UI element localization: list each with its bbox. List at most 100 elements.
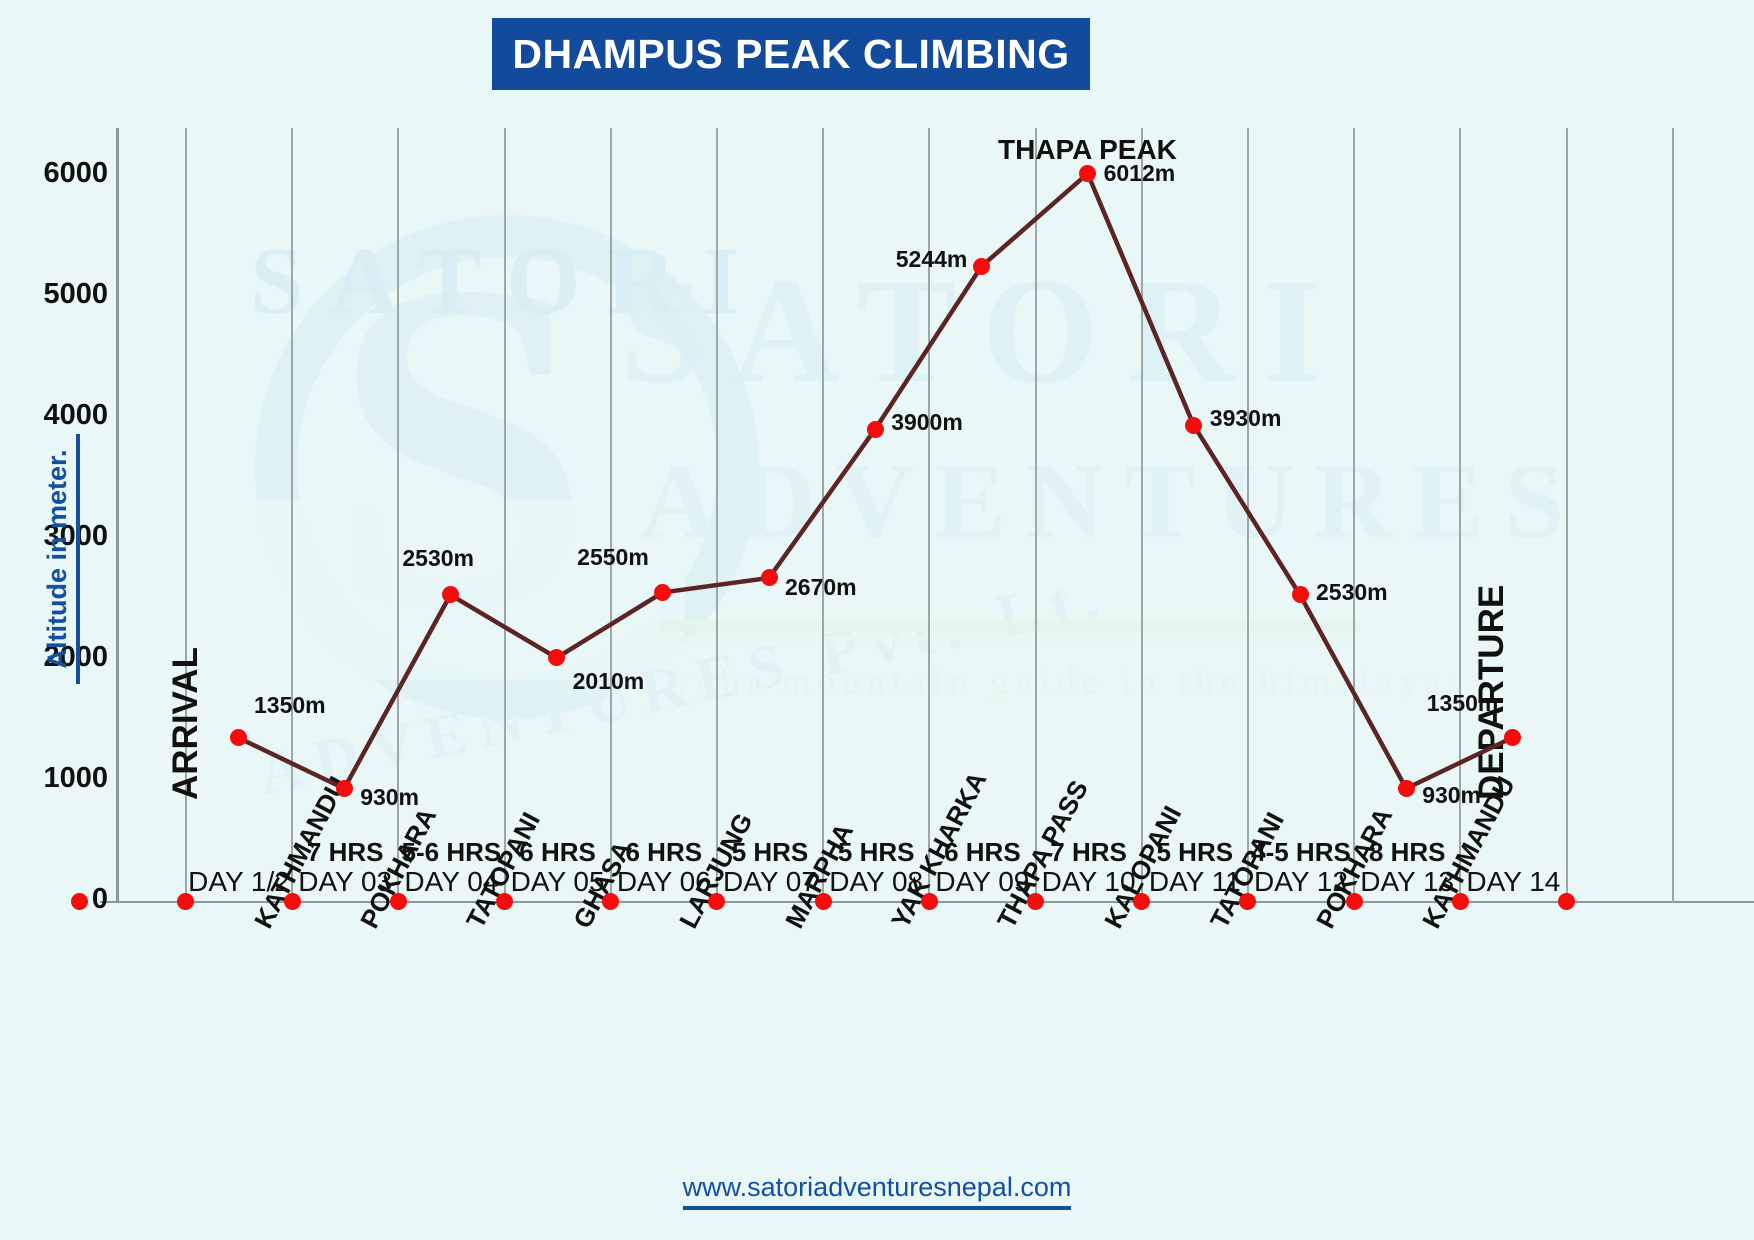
data-point-thapa-pass[interactable] xyxy=(972,257,990,275)
axis-marker-2 xyxy=(283,892,301,910)
day-hours-3: 5-6 HRS xyxy=(401,837,502,867)
day-name-3: DAY 04 xyxy=(404,866,499,898)
page-title: DHAMPUS PEAK CLIMBING xyxy=(512,30,1070,77)
gridline-14 xyxy=(1671,128,1674,903)
axis-marker-14 xyxy=(1558,892,1575,910)
day-hours-7: 5 HRS xyxy=(837,837,915,867)
day-cell-3: 5-6 HRS DAY 04 xyxy=(398,838,504,898)
data-point-pokhara[interactable] xyxy=(335,779,353,797)
day-cell-13: DAY 14 xyxy=(1460,838,1566,898)
day-cell-9: 7 HRS DAY 10 xyxy=(1036,838,1142,898)
axis-marker-5 xyxy=(602,892,620,910)
day-name-11: DAY 12 xyxy=(1254,866,1348,898)
data-label-kalopani: 3930m xyxy=(1209,405,1282,432)
y-axis-line xyxy=(116,128,119,903)
axis-marker-0 xyxy=(71,892,89,910)
data-label-kathmandu: 1350m xyxy=(254,691,326,718)
day-hours-11: 4-5 HRS xyxy=(1251,837,1351,867)
y-axis-tick-1000: 1000 xyxy=(43,762,108,794)
data-point-kathmandu[interactable] xyxy=(1503,729,1521,747)
day-name-1: DAY 1/2 xyxy=(188,866,290,898)
day-cell-2: 7 HRS DAY 03 xyxy=(292,838,398,898)
data-label-kathmandu: 1350m xyxy=(1426,689,1499,716)
day-hours-10: 5 HRS xyxy=(1156,837,1234,867)
axis-marker-13 xyxy=(1451,892,1469,910)
gridline-4 xyxy=(609,128,612,903)
gridline-3 xyxy=(503,128,506,903)
day-name-2: DAY 03 xyxy=(298,866,393,898)
gridline-7 xyxy=(928,128,931,903)
data-label-thapa-peak: 6012m xyxy=(1103,159,1176,186)
axis-marker-11 xyxy=(1239,892,1257,910)
data-point-kalopani[interactable] xyxy=(1185,416,1203,434)
footer: www.satoriadventuresnepal.com xyxy=(0,1172,1754,1210)
day-hours-8: 6 HRS xyxy=(944,837,1021,867)
gridline-6 xyxy=(822,128,825,903)
gridline-2 xyxy=(397,128,400,903)
y-axis-tick-3000: 3000 xyxy=(43,520,108,552)
day-name-6: DAY 07 xyxy=(723,866,817,898)
axis-marker-1 xyxy=(177,892,195,910)
data-point-kathmandu[interactable] xyxy=(229,729,247,747)
y-axis-tick-0: 0 xyxy=(91,883,108,915)
axis-marker-12 xyxy=(1345,892,1363,910)
chart-title-banner: DHAMPUS PEAK CLIMBING xyxy=(492,18,1090,90)
day-name-9: DAY 10 xyxy=(1041,866,1136,898)
day-hours-9: 7 HRS xyxy=(1050,837,1127,867)
axis-marker-9 xyxy=(1027,892,1044,910)
day-hours-4: 6 HRS xyxy=(519,837,596,867)
y-axis-tick-6000: 6000 xyxy=(43,157,108,189)
day-hours-5: 6 HRS xyxy=(625,837,703,867)
axis-marker-7 xyxy=(814,892,832,910)
day-cell-7: 5 HRS DAY 08 xyxy=(823,838,929,898)
thapa-peak-annotation: THAPA PEAK xyxy=(998,134,1177,165)
day-cell-11: 4-5 HRS DAY 12 xyxy=(1248,838,1354,898)
day-cell-10: 5 HRS DAY 11 xyxy=(1142,838,1248,898)
axis-marker-3 xyxy=(389,892,407,910)
data-point-tatopani[interactable] xyxy=(1291,586,1309,604)
day-name-12: DAY 13 xyxy=(1360,866,1455,898)
y-axis-tick-4000: 4000 xyxy=(43,399,108,431)
day-cell-12: 8 HRS DAY 13 xyxy=(1354,838,1460,898)
day-cell-5: 6 HRS DAY 06 xyxy=(611,838,717,898)
data-label-tatopani: 2530m xyxy=(1316,578,1388,605)
data-label-marpha: 2670m xyxy=(785,573,857,600)
website-url[interactable]: www.satoriadventuresnepal.com xyxy=(682,1172,1072,1210)
data-label-thapa-pass: 5244m xyxy=(895,246,968,273)
data-point-yak-kharka[interactable] xyxy=(866,420,884,438)
gridline-13 xyxy=(1565,128,1568,903)
day-name-10: DAY 11 xyxy=(1148,866,1241,898)
data-label-pokhara: 930m xyxy=(1422,782,1482,809)
data-label-yak-kharka: 3900m xyxy=(891,409,963,436)
day-name-8: DAY 09 xyxy=(935,866,1030,898)
gridline-9 xyxy=(1140,128,1143,903)
day-name-4: DAY 05 xyxy=(510,866,605,898)
axis-marker-4 xyxy=(496,892,513,910)
axis-marker-10 xyxy=(1133,892,1151,910)
day-cell-1: DAY 1/2 xyxy=(186,838,292,898)
day-hours-6: 5 HRS xyxy=(731,837,809,867)
gridline-12 xyxy=(1459,128,1462,903)
gridline-1 xyxy=(291,128,294,903)
data-point-thapa-peak[interactable] xyxy=(1079,165,1097,183)
y-axis-tick-2000: 2000 xyxy=(43,641,108,673)
data-point-marpha[interactable] xyxy=(760,569,778,587)
data-label-larjung: 2550m xyxy=(577,544,649,571)
gridline-11 xyxy=(1353,128,1356,903)
day-name-7: DAY 08 xyxy=(829,866,924,898)
data-label-ghasa: 2010m xyxy=(572,667,645,694)
data-label-pokhara: 930m xyxy=(360,784,420,811)
day-hours-12: 8 HRS xyxy=(1368,837,1446,867)
axis-marker-6 xyxy=(708,892,726,910)
data-label-tatopani: 2530m xyxy=(402,544,475,571)
y-axis-tick-5000: 5000 xyxy=(43,278,108,310)
gridline-8 xyxy=(1034,128,1037,903)
day-cell-4: 6 HRS DAY 05 xyxy=(505,838,611,898)
day-cell-6: 5 HRS DAY 07 xyxy=(717,838,823,898)
data-point-pokhara[interactable] xyxy=(1397,779,1415,797)
day-name-13: DAY 14 xyxy=(1466,866,1561,898)
day-name-5: DAY 06 xyxy=(616,866,711,898)
day-cell-8: 6 HRS DAY 09 xyxy=(929,838,1035,898)
